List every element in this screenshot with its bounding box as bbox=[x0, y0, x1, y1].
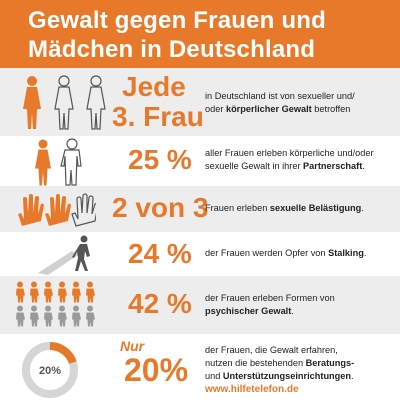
desc-text: . bbox=[362, 161, 365, 171]
desc-emphasis: Partnerschaft bbox=[303, 161, 363, 171]
desc-emphasis: sexuelle Belästigung bbox=[269, 203, 362, 213]
desc-text: und bbox=[205, 371, 223, 381]
title-line-2: Mädchen in Deutschland bbox=[28, 36, 316, 63]
person-figure bbox=[58, 281, 67, 303]
stat-description: der Frauen werden Opfer von Stalking. bbox=[205, 247, 395, 260]
stat-big: 2 von 3 bbox=[112, 192, 209, 223]
person-figure bbox=[72, 281, 81, 303]
stat-description: aller Frauen erleben körperliche und/ode… bbox=[205, 147, 395, 173]
desc-text: der Frauen werden Opfer von bbox=[205, 248, 329, 258]
donut-label: 20% bbox=[39, 365, 61, 377]
desc-text: Frauen erleben bbox=[205, 203, 270, 213]
desc-text: der Frauen, die Gewalt erfahren, bbox=[205, 345, 338, 355]
person-figure bbox=[30, 305, 39, 327]
desc-text: nutzen die bestehenden bbox=[205, 358, 306, 368]
desc-text: oder bbox=[205, 104, 226, 114]
person-figure bbox=[30, 281, 39, 303]
desc-emphasis: körperlicher Gewalt bbox=[225, 104, 312, 114]
donut-20-percent-icon: 20% bbox=[22, 342, 78, 398]
desc-text: . bbox=[291, 306, 294, 316]
person-figure bbox=[44, 281, 53, 303]
title-line-1: Gewalt gegen Frauen und bbox=[28, 7, 326, 34]
desc-emphasis: Stalking bbox=[328, 248, 364, 258]
stat-row-belaestigung: 2 von 3 Frauen erleben sexuelle Belästig… bbox=[0, 186, 400, 232]
desc-emphasis: Beratungs- bbox=[305, 358, 355, 368]
stat-row-stalking: 24 % der Frauen werden Opfer von Stalkin… bbox=[0, 232, 400, 276]
stat-big: 20% bbox=[124, 352, 189, 388]
stat-description: Frauen erleben sexuelle Belästigung. bbox=[205, 202, 395, 215]
person-figure bbox=[86, 305, 95, 327]
three-hands-icon bbox=[18, 193, 96, 227]
stat-row-partnerschaft: 25 % aller Frauen erleben körperliche un… bbox=[0, 136, 400, 186]
stat-big: 42 % bbox=[128, 288, 192, 319]
person-figure bbox=[86, 281, 95, 303]
stat-description: der Frauen, die Gewalt erfahren, nutzen … bbox=[205, 344, 395, 396]
stat-big-line-1: Jede bbox=[122, 71, 186, 102]
person-figure bbox=[16, 281, 25, 303]
figure-grid-icon bbox=[16, 281, 95, 327]
desc-text: sexuelle Gewalt in ihrer bbox=[205, 161, 304, 171]
person-figure bbox=[58, 305, 67, 327]
desc-text: in Deutschland ist von sexueller und/ bbox=[205, 91, 355, 101]
desc-text: der Frauen erleben Formen von bbox=[205, 293, 335, 303]
stalker-shadow-icon bbox=[38, 235, 90, 275]
person-figure bbox=[16, 305, 25, 327]
desc-text: . bbox=[363, 248, 367, 258]
desc-text: . bbox=[361, 203, 364, 213]
stat-description: der Frauen erleben Formen von psychische… bbox=[205, 292, 395, 318]
stat-description: in Deutschland ist von sexueller und/ od… bbox=[205, 90, 395, 116]
person-figure bbox=[72, 305, 81, 327]
person-figure bbox=[44, 305, 53, 327]
stat-row-hilfe: 20% Nur 20% der Frauen, die Gewalt erfah… bbox=[0, 334, 400, 413]
desc-text: aller Frauen erleben körperliche und/ode… bbox=[205, 148, 374, 158]
desc-text: . bbox=[351, 371, 354, 381]
woman-and-partner-figures-icon bbox=[35, 138, 82, 186]
desc-text: betroffen bbox=[311, 104, 351, 114]
stat-big: 25 % bbox=[128, 144, 192, 175]
stat-big: 24 % bbox=[128, 238, 192, 269]
stat-big-line-2: 3. Frau bbox=[112, 101, 204, 132]
desc-emphasis: Unterstützungseinrichtungen bbox=[222, 371, 352, 381]
stat-row-psychische-gewalt: 42 % der Frauen erleben Formen von psych… bbox=[0, 276, 400, 334]
hilfetelefon-link[interactable]: www.hilfetelefon.de bbox=[205, 384, 299, 395]
stat-row-jede-dritte-frau: Jede 3. Frau in Deutschland ist von sexu… bbox=[0, 68, 400, 136]
stat-small-prefix: Nur bbox=[120, 338, 145, 354]
desc-emphasis: psychischer Gewalt bbox=[205, 306, 292, 316]
three-women-figures-icon bbox=[23, 75, 106, 130]
header-banner: Gewalt gegen Frauen und Mädchen in Deuts… bbox=[0, 0, 400, 68]
